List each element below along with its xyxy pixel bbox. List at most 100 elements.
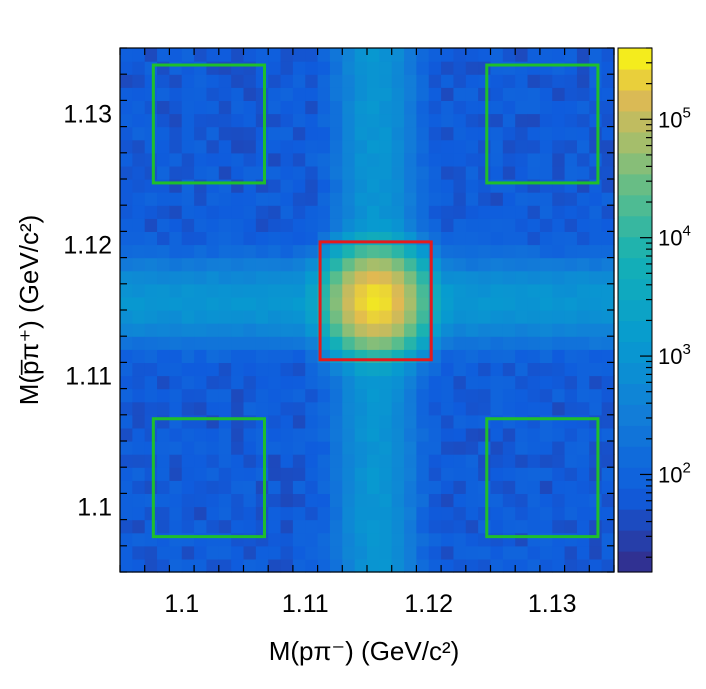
heatmap-cell [515,454,529,468]
heatmap-cell [441,126,455,141]
heatmap-cell [367,401,380,416]
heatmap-cell [527,441,541,455]
heatmap-cell [194,427,208,442]
heatmap-cell [367,441,380,455]
heatmap-cell [552,48,566,62]
heatmap-cell [453,454,467,468]
heatmap-cell [342,179,356,193]
heatmap-cell [231,506,245,521]
heatmap-cell [515,48,529,62]
heatmap-cell [441,113,455,128]
heatmap-cell [268,506,282,521]
heatmap-cell [144,480,158,494]
heatmap-cell [169,244,183,259]
heatmap-cell [354,192,368,206]
heatmap-cell [218,336,232,350]
heatmap-cell [280,231,294,246]
heatmap-cell [120,192,133,206]
heatmap-cell [132,388,146,403]
heatmap-cell [379,375,393,390]
heatmap-cell [268,61,282,75]
heatmap-cell [416,165,430,180]
heatmap-cell [367,336,380,350]
heatmap-cell [552,401,566,416]
heatmap-cell [416,270,430,285]
heatmap-cell [305,401,319,416]
heatmap-cell [268,388,282,403]
heatmap-cell [527,532,541,547]
heatmap-cell [552,205,566,219]
heatmap-cell [132,61,146,75]
heatmap-cell [169,192,183,206]
heatmap-cell [478,126,492,141]
heatmap-cell [206,441,220,455]
heatmap-cell [280,401,294,416]
heatmap-cell [280,87,294,101]
heatmap-cell [490,310,504,324]
heatmap-cell [329,375,343,390]
heatmap-cell [342,100,356,115]
heatmap-cell [305,427,319,442]
heatmap-cell [391,414,405,429]
heatmap-cell [120,506,133,521]
heatmap-cell [329,493,343,508]
heatmap-cell [465,493,479,508]
heatmap-cell [453,283,467,298]
heatmap-cell [589,139,603,154]
heatmap-cell [157,388,170,403]
heatmap-cell [329,480,343,494]
heatmap-cell [490,152,504,167]
heatmap-cell [490,454,504,468]
heatmap-cell [478,480,492,494]
heatmap-cell [465,192,479,206]
heatmap-cell [268,48,282,62]
colorbar-tick-label: 102 [658,459,691,487]
heatmap-cell [490,519,504,534]
heatmap-cell [391,336,405,350]
heatmap-cell [539,427,553,442]
heatmap-cell [453,126,467,141]
heatmap-cell [404,152,417,167]
heatmap-cell [589,323,603,337]
heatmap-cell [589,126,603,141]
heatmap-cell [157,74,170,88]
heatmap-cell [478,113,492,128]
heatmap-cell [465,296,479,311]
heatmap-cell [231,310,245,324]
heatmap-cell [404,414,417,429]
heatmap-cell [231,414,245,429]
heatmap-cell [305,545,319,560]
heatmap-cell [453,179,467,193]
heatmap-cell [515,414,529,429]
heatmap-cell [292,48,306,62]
heatmap-cell [527,270,541,285]
heatmap-cell [157,323,170,337]
heatmap-cell [231,152,245,167]
heatmap-cell [120,205,133,219]
heatmap-cell [132,401,146,416]
heatmap-cell [391,467,405,481]
heatmap-cell [231,205,245,219]
heatmap-cell [576,323,590,337]
heatmap-cell [329,441,343,455]
heatmap-cell [564,270,578,285]
heatmap-cell [169,349,183,363]
heatmap-cell [354,362,368,377]
heatmap-cell [194,205,208,219]
heatmap-cell [564,48,578,62]
heatmap-cell [576,506,590,521]
heatmap-cell [502,519,516,534]
heatmap-cell [342,441,356,455]
heatmap-cell [490,441,504,455]
heatmap-cell [354,388,368,403]
heatmap-cell [502,323,516,337]
heatmap-cell [527,61,541,75]
heatmap-cell [206,126,220,141]
heatmap-cell [539,152,553,167]
heatmap-cell [404,375,417,390]
heatmap-cell [120,283,133,298]
heatmap-cell [169,414,183,429]
heatmap-cell [120,296,133,311]
heatmap-cell [428,179,442,193]
